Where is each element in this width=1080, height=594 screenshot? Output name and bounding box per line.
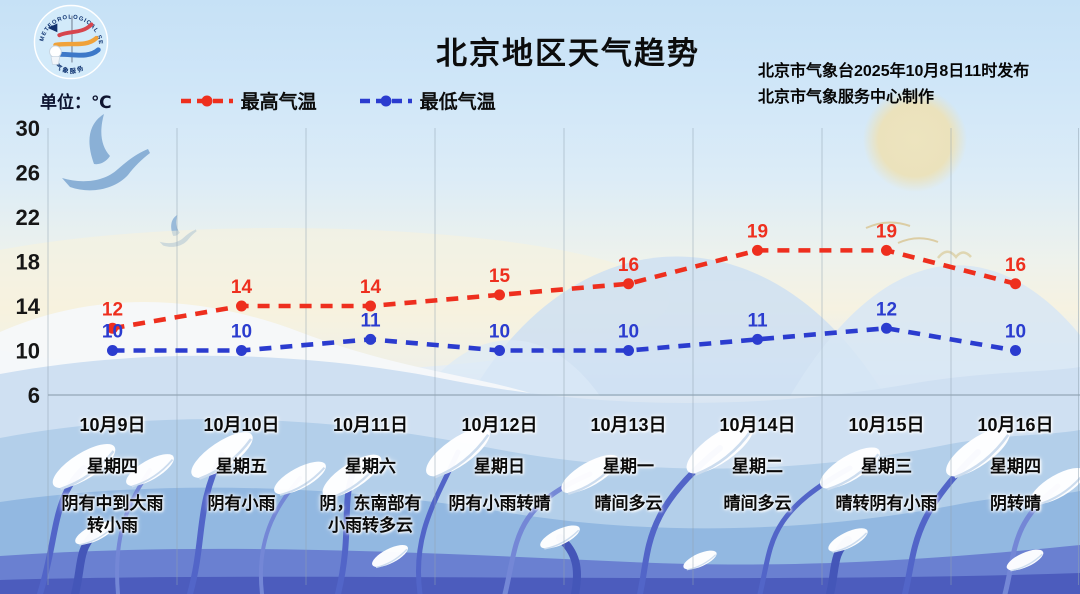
- date-label: 10月11日: [332, 415, 409, 435]
- unit-label: 单位：℃: [40, 93, 112, 112]
- flying-birds-icon: [62, 114, 197, 247]
- date-label: 10月14日: [719, 415, 796, 435]
- weekday-label: 星期日: [474, 457, 525, 476]
- day-column-4: 10月12日 星期日阴有小雨转晴: [435, 402, 564, 537]
- issue-line-1: 北京市气象台2025年10月8日11时发布: [758, 63, 1030, 80]
- day-column-1: 10月9日星期四阴有中到大雨 转小雨: [48, 402, 177, 537]
- weather-label: 阴有小雨转晴: [448, 494, 551, 513]
- legend-item-min-temp: 最低气温: [359, 87, 496, 114]
- legend: 单位：℃ 最高气温 最低气温: [40, 87, 538, 114]
- wind-vane-icon: [47, 23, 58, 33]
- weather-label: 晴转阴有小雨: [835, 494, 938, 513]
- weather-label: 阴转晴: [990, 494, 1041, 513]
- issue-line-2: 北京市气象服务中心制作: [758, 89, 935, 106]
- min-temp-marker-icon: [359, 95, 412, 106]
- date-label: 10月12日: [461, 415, 538, 435]
- sand-bumps: [937, 250, 972, 260]
- legend-label-max: 最高气温: [240, 92, 317, 113]
- weekday-label: 星期四: [87, 457, 138, 476]
- page-title: 北京地区天气趋势: [436, 36, 700, 71]
- date-label: 10月10日: [203, 415, 280, 435]
- day-column-2: 10月10日 星期五阴有小雨: [177, 402, 306, 537]
- logo-badge-icon: METEOROLOGICAL SERVICE 气象服务: [30, 0, 109, 80]
- sun-squiggles: [865, 221, 939, 244]
- issue-info: 北京市气象台2025年10月8日11时发布 北京市气象服务中心制作: [758, 59, 1029, 111]
- day-column-6: 10月14日 星期二晴间多云: [693, 402, 822, 537]
- legend-label-min: 最低气温: [419, 92, 496, 113]
- weekday-label: 星期六: [345, 457, 396, 476]
- date-label: 10月9日: [79, 415, 146, 435]
- meteorological-service-logo: METEOROLOGICAL SERVICE 气象服务: [30, 0, 109, 80]
- weekday-label: 星期三: [861, 457, 912, 476]
- weather-label: 晴间多云: [723, 494, 792, 513]
- day-column-3: 10月11日 星期六阴，东南部有 小雨转多云: [306, 402, 435, 537]
- date-label: 10月16日: [977, 415, 1054, 435]
- sun: [863, 88, 967, 192]
- weather-label: 阴有小雨: [207, 494, 276, 513]
- weather-label: 阴，东南部有 小雨转多云: [319, 494, 422, 536]
- day-column-8: 10月16日 星期四阴转晴: [951, 402, 1080, 537]
- wave-5: [0, 573, 1080, 594]
- weather-label: 晴间多云: [594, 494, 663, 513]
- max-temp-marker-icon: [180, 95, 233, 106]
- day-column-5: 10月13日 星期一晴间多云: [564, 402, 693, 537]
- ribbon-red: [57, 22, 94, 38]
- date-label: 10月15日: [848, 415, 925, 435]
- weekday-label: 星期一: [603, 457, 654, 476]
- weather-label: 阴有中到大雨 转小雨: [61, 494, 164, 536]
- day-columns: 10月9日 星期四 阴有中到大雨 转小雨 10月10日 星期五 阴有小雨 10月11日 星期六…: [48, 402, 1080, 537]
- weekday-label: 星期四: [990, 457, 1041, 476]
- weekday-label: 星期二: [732, 457, 783, 476]
- legend-item-max-temp: 最高气温: [180, 87, 317, 114]
- weekday-label: 星期五: [216, 457, 267, 476]
- day-column-7: 10月15日 星期三晴转阴有小雨: [822, 402, 951, 537]
- ribbon-orange: [53, 35, 99, 48]
- date-label: 10月13日: [590, 415, 667, 435]
